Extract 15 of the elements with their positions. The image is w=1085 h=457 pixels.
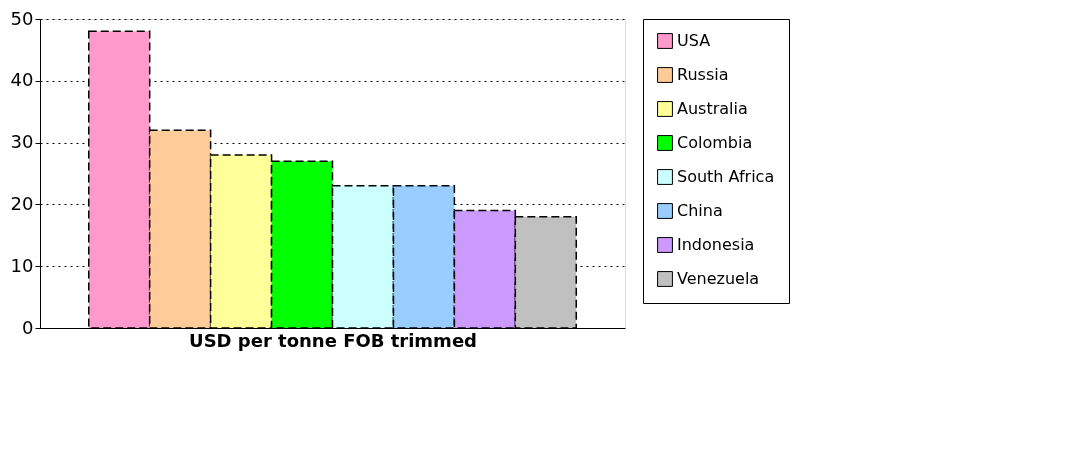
y-tick-label: 0 (22, 316, 34, 338)
x-axis-title: USD per tonne FOB trimmed (189, 329, 477, 351)
legend-label: Colombia (677, 133, 753, 152)
y-tick-label: 10 (10, 254, 34, 276)
y-tick-label: 50 (10, 7, 34, 29)
legend-label: Venezuela (677, 269, 760, 288)
y-tick-label: 20 (10, 192, 34, 214)
y-tick-label: 30 (10, 131, 34, 153)
legend-label: Australia (677, 99, 748, 118)
legend-label: South Africa (677, 167, 775, 186)
legend-label: Russia (677, 65, 729, 84)
legend-label: USA (677, 31, 711, 50)
legend-label: China (677, 201, 723, 220)
y-tick-label: 40 (10, 69, 34, 91)
legend-label: Indonesia (677, 235, 755, 254)
